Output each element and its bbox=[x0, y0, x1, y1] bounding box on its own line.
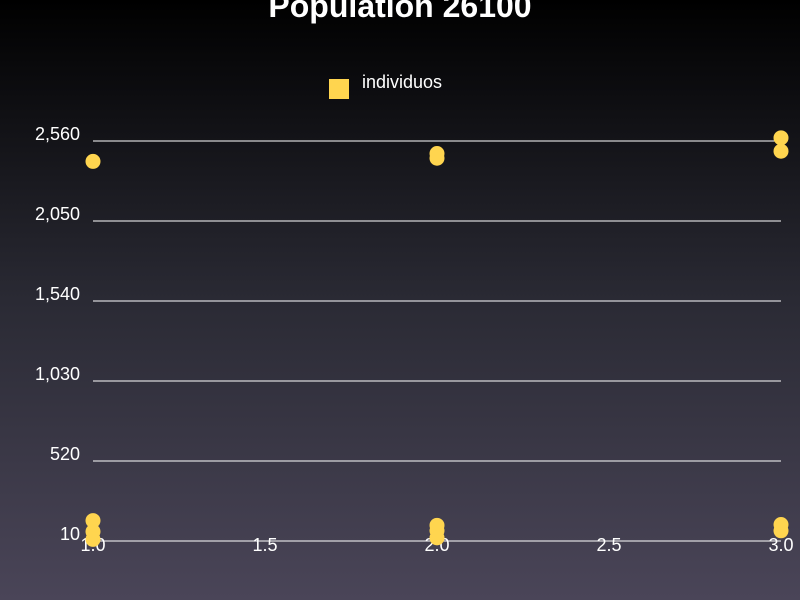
y-axis-tick-labels: 10 520 1,030 1,540 2,050 2,560 bbox=[35, 124, 80, 544]
y-tick-label: 2,560 bbox=[35, 124, 80, 144]
data-point bbox=[773, 130, 789, 146]
x-tick-label: 2.5 bbox=[596, 535, 621, 555]
data-point bbox=[429, 150, 445, 166]
data-point bbox=[429, 530, 445, 546]
y-tick-label: 1,030 bbox=[35, 364, 80, 384]
data-point bbox=[773, 143, 789, 159]
data-point bbox=[773, 523, 789, 539]
chart-title: Population 26100 bbox=[268, 0, 532, 24]
legend-swatch bbox=[329, 79, 349, 99]
y-tick-label: 10 bbox=[60, 524, 80, 544]
data-point bbox=[85, 153, 101, 169]
grid-lines bbox=[93, 140, 781, 542]
x-tick-label: 3.0 bbox=[768, 535, 793, 555]
y-tick-label: 520 bbox=[50, 444, 80, 464]
y-tick-label: 2,050 bbox=[35, 204, 80, 224]
data-point bbox=[85, 513, 101, 529]
data-points bbox=[85, 130, 789, 547]
data-point bbox=[85, 531, 101, 547]
y-tick-label: 1,540 bbox=[35, 284, 80, 304]
legend-label: individuos bbox=[362, 72, 443, 92]
x-tick-label: 1.5 bbox=[252, 535, 277, 555]
